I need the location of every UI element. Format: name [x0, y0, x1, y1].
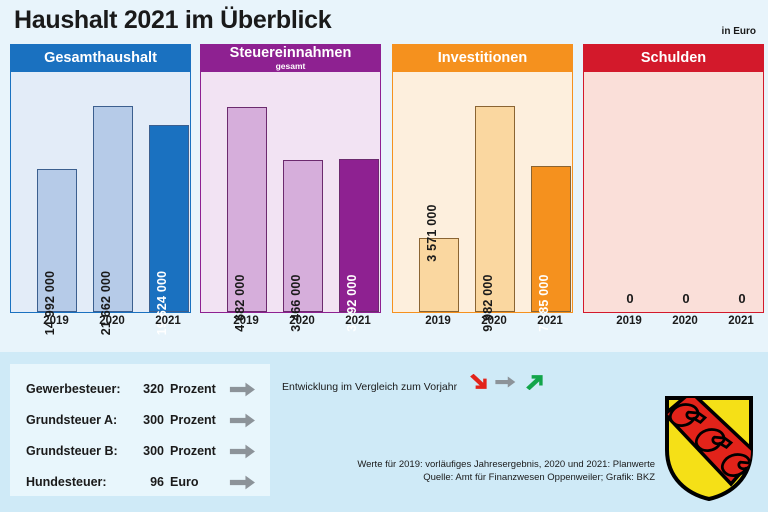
bar-2020: 21 662 000 — [93, 106, 133, 335]
panel-title: Gesamthaushalt — [44, 49, 157, 66]
arrow-right-icon — [228, 473, 256, 497]
bar-2020: 3 466 000 — [283, 160, 323, 332]
plot-area: 3 571 000 9 982 000 7 085 000 — [392, 72, 573, 332]
x-tick-2020: 2020 — [672, 315, 698, 327]
x-axis-labels: 2019 2020 2021 — [10, 315, 191, 335]
plot-area: 14 992 000 21 662 000 19 624 000 — [10, 72, 191, 335]
tax-rate-row: Grundsteuer B: 300 Prozent — [10, 438, 270, 464]
x-tick-2019: 2019 — [616, 315, 642, 327]
source-line-1: Werte für 2019: vorläufiges Jahresergebn… — [357, 459, 655, 470]
arrow-right-icon — [229, 444, 255, 459]
chart-panel-gesamthaushalt: Gesamthaushalt 14 992 000 21 662 000 19 624… — [10, 44, 191, 336]
shield-charges — [667, 398, 751, 487]
arrow-down-right-icon — [470, 373, 487, 389]
tax-rate-row: Hundesteuer: 96 Euro — [10, 469, 270, 495]
bar-2020: 9 982 000 — [475, 106, 515, 332]
chart-panel-schulden: Schulden 0 0 0 2019 2020 2021 — [583, 44, 764, 336]
x-axis-labels: 2019 2020 2021 — [200, 315, 381, 335]
arrow-right-icon — [495, 376, 516, 388]
plot-area: 0 0 0 — [583, 72, 764, 313]
bar-value-label: 0 — [738, 291, 746, 306]
x-tick-2021: 2021 — [537, 315, 563, 327]
panel-subtitle: gesamt — [275, 60, 306, 71]
tax-value: 96 — [150, 475, 164, 489]
bar-2021: 19 624 000 — [149, 125, 189, 335]
source-note: Werte für 2019: vorläufiges Jahresergebn… — [325, 458, 655, 484]
tax-unit: Prozent — [170, 382, 216, 396]
chart-panel-investitionen: Investitionen 3 571 000 9 982 000 7 085 000… — [392, 44, 573, 336]
horn-3 — [720, 453, 751, 477]
bar-2019: 14 992 000 — [37, 169, 77, 335]
tax-rate-row: Grundsteuer A: 300 Prozent — [10, 407, 270, 433]
panel-title: Schulden — [640, 49, 707, 66]
bar-value-label: 3 571 000 — [425, 204, 439, 262]
arrow-right-icon — [229, 475, 255, 490]
horn-2 — [694, 428, 734, 452]
arrow-down-right-icon — [466, 373, 488, 395]
chart-panels: Gesamthaushalt 14 992 000 21 662 000 19 624… — [0, 44, 768, 344]
bar-value-label: 0 — [626, 291, 634, 306]
panel-title: Investitionen — [437, 49, 528, 66]
lower-band: Gewerbesteuer: 320 Prozent Grundsteuer A: 30… — [0, 352, 768, 512]
tax-rates-table: Gewerbesteuer: 320 Prozent Grundsteuer A: 30… — [10, 364, 270, 496]
arrow-right-icon — [494, 374, 516, 395]
x-axis-labels: 2019 2020 2021 — [392, 315, 573, 335]
tax-name: Grundsteuer B: — [26, 444, 118, 458]
bar-2019: 4 682 000 — [227, 107, 267, 332]
coat-of-arms-svg — [665, 396, 753, 502]
panel-header: Investitionen — [392, 44, 573, 72]
tax-unit: Prozent — [170, 444, 216, 458]
tax-name: Grundsteuer A: — [26, 413, 118, 427]
x-tick-2021: 2021 — [155, 315, 181, 327]
x-tick-2020: 2020 — [481, 315, 507, 327]
oppenweiler-coat-of-arms — [661, 392, 757, 509]
x-tick-2021: 2021 — [728, 315, 754, 327]
tax-name: Gewerbesteuer: — [26, 382, 121, 396]
tax-unit: Prozent — [170, 413, 216, 427]
bar-value-label: 0 — [682, 291, 690, 306]
bar-2019: 3 571 000 — [419, 204, 459, 312]
arrow-right-icon — [228, 411, 256, 435]
trend-legend-label: Entwicklung im Vergleich zum Vorjahr — [282, 381, 458, 393]
tax-value: 300 — [143, 444, 164, 458]
x-axis-labels: 2019 2020 2021 — [583, 315, 764, 335]
arrow-right-icon — [228, 442, 256, 466]
arrow-up-right-icon — [522, 374, 544, 395]
x-tick-2020: 2020 — [289, 315, 315, 327]
chart-panel-steuereinnahmen: Steuereinnahmen gesamt 4 682 000 3 466 000 3… — [200, 44, 381, 336]
trend-legend-arrows — [466, 373, 550, 395]
page-title: Haushalt 2021 im Überblick — [14, 6, 332, 34]
bar-2021: 7 085 000 — [531, 166, 571, 332]
x-tick-2020: 2020 — [99, 315, 125, 327]
arrow-up-right-icon — [526, 375, 543, 391]
x-tick-2019: 2019 — [43, 315, 69, 327]
x-tick-2019: 2019 — [425, 315, 451, 327]
tax-rate-row: Gewerbesteuer: 320 Prozent — [10, 376, 270, 402]
arrow-right-icon — [228, 380, 256, 404]
unit-note: in Euro — [721, 26, 756, 37]
tax-value: 320 — [143, 382, 164, 396]
arrow-right-icon — [229, 413, 255, 428]
plot-area: 4 682 000 3 466 000 3 492 000 — [200, 72, 381, 332]
source-line-2: Quelle: Amt für Finanzwesen Oppenweiler;… — [423, 472, 655, 483]
x-tick-2021: 2021 — [345, 315, 371, 327]
panel-title: Steuereinnahmen — [229, 44, 352, 61]
tax-name: Hundesteuer: — [26, 475, 107, 489]
x-tick-2019: 2019 — [233, 315, 259, 327]
tax-unit: Euro — [170, 475, 199, 489]
horn-1 — [668, 403, 708, 427]
bar-2021: 3 492 000 — [339, 159, 379, 332]
tax-value: 300 — [143, 413, 164, 427]
panel-header: Schulden — [583, 44, 764, 72]
panel-header: Steuereinnahmen gesamt — [200, 44, 381, 72]
arrow-right-icon — [229, 382, 255, 397]
hunting-horns — [668, 403, 751, 477]
panel-header: Gesamthaushalt — [10, 44, 191, 72]
